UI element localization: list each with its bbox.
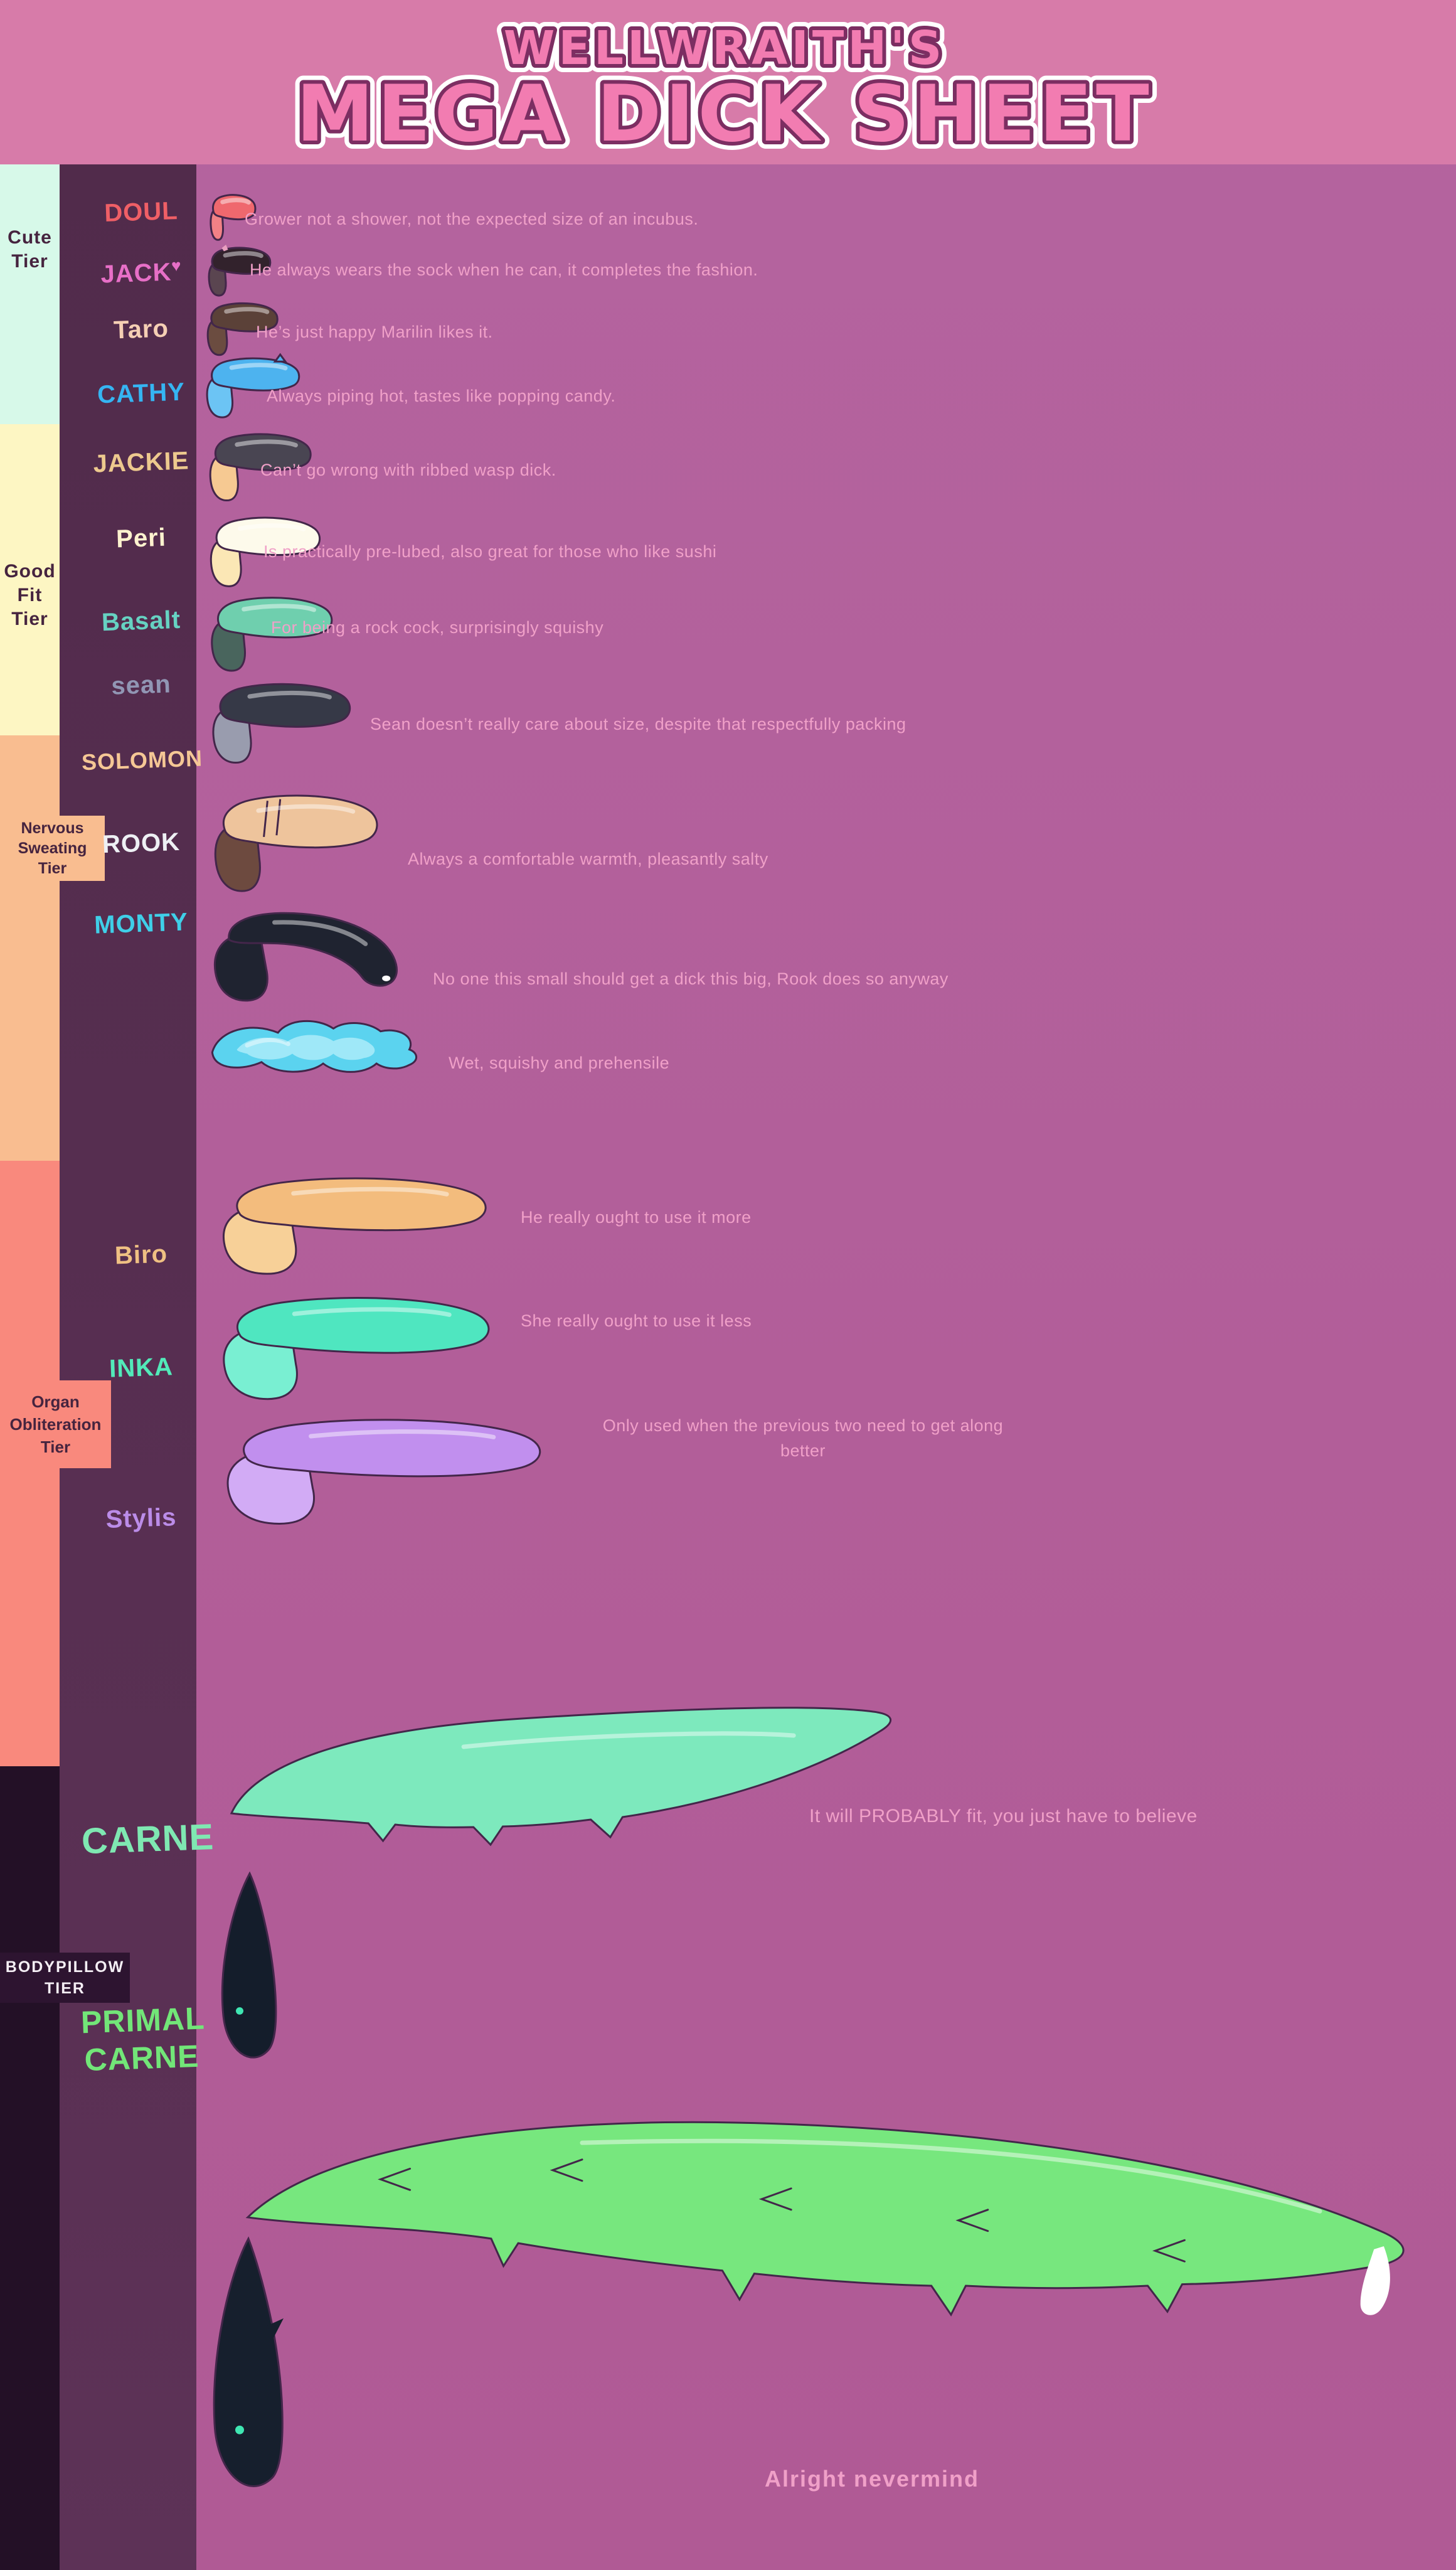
kettle-spout-nub bbox=[275, 355, 285, 361]
svg-text:MEGA DICK SHEET: MEGA DICK SHEET bbox=[296, 69, 1152, 159]
row-name-taro: Taro bbox=[113, 314, 169, 344]
desc-taro: He’s just happy Marilin likes it. bbox=[256, 323, 493, 341]
shape-jackie bbox=[202, 430, 315, 504]
row-name-doul: DOUL bbox=[104, 196, 179, 228]
shape-solomon bbox=[202, 789, 384, 896]
shape-monty bbox=[202, 1009, 428, 1100]
tip-glint bbox=[382, 975, 391, 981]
row-name-stylis: Stylis bbox=[105, 1503, 178, 1533]
tier-label-organ: Organ Obliteration Tier bbox=[0, 1380, 111, 1468]
shape-basalt bbox=[202, 593, 337, 674]
shape-primal-carne-body bbox=[213, 2096, 1443, 2347]
head-spike bbox=[267, 2318, 284, 2338]
tier-label-cute: Cute Tier bbox=[8, 227, 52, 272]
shape-stylis bbox=[202, 1413, 553, 1529]
desc-solomon: Always a comfortable warmth, pleasantly … bbox=[408, 850, 768, 868]
row-name-basalt: Basalt bbox=[101, 605, 181, 637]
desc-biro: He really ought to use it more bbox=[521, 1208, 752, 1227]
shape-doul bbox=[207, 192, 257, 242]
desc-sean: Sean doesn’t really care about size, des… bbox=[370, 715, 906, 733]
tier-block-bodypillow bbox=[0, 1766, 60, 2570]
desc-rook: No one this small should get a dick this… bbox=[433, 969, 949, 988]
heart-icon: ♥ bbox=[171, 255, 182, 275]
shape-peri bbox=[202, 513, 324, 590]
desc-basalt: For being a rock cock, surprisingly squi… bbox=[271, 618, 604, 637]
desc-carne: It will PROBABLY fit, you just have to b… bbox=[809, 1806, 1198, 1826]
desc-primal-carne: Alright nevermind bbox=[764, 2466, 980, 2492]
svg-text:MEGA DICK SHEET: MEGA DICK SHEET bbox=[296, 69, 1152, 159]
row-name-solomon: SOLOMON bbox=[81, 745, 203, 776]
shape-sean bbox=[202, 679, 356, 767]
row-name-carne: CARNE bbox=[80, 1816, 215, 1862]
desc-inka: She really ought to use it less bbox=[521, 1311, 752, 1330]
row-name-rook: ROOK bbox=[102, 828, 181, 859]
desc-stylis: Only used when the previous two need to … bbox=[602, 1416, 1004, 1460]
shape-biro bbox=[202, 1172, 497, 1279]
desc-peri: Is practically pre-lubed, also great for… bbox=[263, 542, 717, 561]
desc-monty: Wet, squishy and prehensile bbox=[449, 1053, 670, 1072]
row-name-jack: JACK♥ bbox=[100, 255, 182, 289]
svg-text:WELLWRAITH'S: WELLWRAITH'S bbox=[504, 21, 946, 75]
tier-block-good-fit bbox=[0, 424, 60, 735]
primal-eye bbox=[235, 2425, 244, 2434]
tier-label-good-fit: Good Fit Tier bbox=[4, 561, 56, 629]
shape-cathy bbox=[199, 355, 303, 420]
row-name-peri: Peri bbox=[115, 523, 167, 553]
desc-doul: Grower not a shower, not the expected si… bbox=[245, 210, 699, 228]
shape-rook bbox=[202, 907, 409, 1007]
shape-inka bbox=[202, 1291, 500, 1404]
row-name-jackie: JACKIE bbox=[92, 447, 190, 478]
row-name-cathy: CATHY bbox=[97, 378, 186, 409]
shape-jack bbox=[204, 245, 273, 298]
tier-block-cute bbox=[0, 164, 60, 424]
name-column bbox=[60, 164, 196, 2570]
title-line1: WELLWRAITH'S bbox=[504, 21, 946, 75]
sock-bow bbox=[221, 245, 228, 252]
row-name-monty: MONTY bbox=[93, 908, 189, 939]
desc-cathy: Always piping hot, tastes like popping c… bbox=[267, 387, 616, 405]
spine-chevrons bbox=[381, 2160, 1185, 2261]
shape-primal-carne-head bbox=[207, 2234, 284, 2503]
banner: WELLWRAITH'S WELLWRAITH'S WELLWRAITH'S M… bbox=[0, 0, 1456, 164]
svg-text:WELLWRAITH'S: WELLWRAITH'S bbox=[504, 21, 946, 75]
row-name-primal-carne: PRIMAL CARNE bbox=[80, 2000, 206, 2078]
desc-jack: He always wears the sock when he can, it… bbox=[250, 260, 758, 279]
carne-eye bbox=[236, 2007, 243, 2015]
tier-block-nervous bbox=[0, 735, 60, 1161]
drip bbox=[1360, 2246, 1390, 2315]
title: WELLWRAITH'S WELLWRAITH'S WELLWRAITH'S M… bbox=[288, 13, 1157, 164]
tier-label-bodypillow: BODYPILLOW TIER bbox=[0, 1953, 130, 2003]
tier-label-nervous: Nervous Sweating Tier bbox=[0, 816, 105, 881]
shape-taro bbox=[202, 300, 280, 358]
row-name-biro: Biro bbox=[114, 1240, 168, 1270]
desc-jackie: Can’t go wrong with ribbed wasp dick. bbox=[260, 461, 556, 479]
row-name-sean: sean bbox=[110, 670, 172, 700]
band-marks bbox=[264, 799, 280, 837]
title-line2: MEGA DICK SHEET bbox=[296, 69, 1152, 159]
shape-carne-body bbox=[207, 1694, 916, 1889]
shape-carne-head bbox=[213, 1870, 289, 2071]
row-name-inka: INKA bbox=[109, 1353, 174, 1383]
